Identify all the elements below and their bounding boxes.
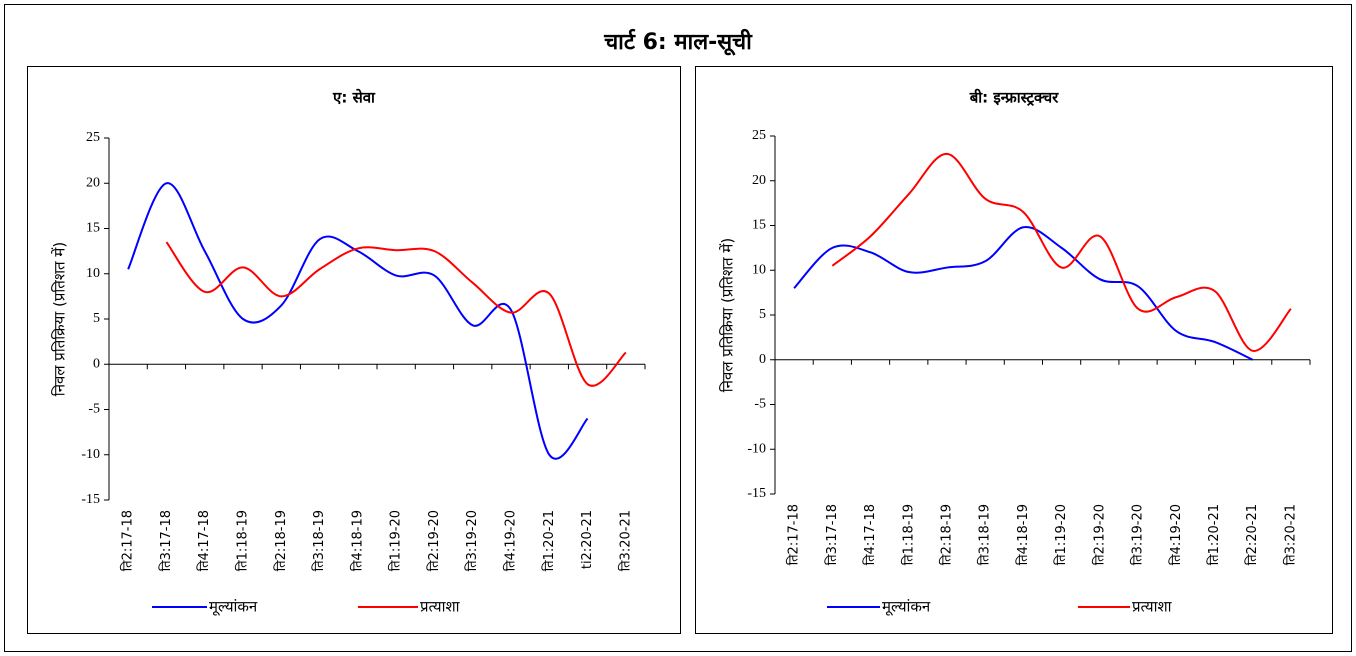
x-tick-label: ति2:17-18 <box>120 510 136 571</box>
x-tick-label: ति3:18-19 <box>311 510 327 571</box>
x-tick-label: ति2:19-20 <box>426 510 442 571</box>
x-tick-label: ति3:17-18 <box>158 510 174 571</box>
series-line <box>165 241 627 387</box>
chart-title: बी: इन्फ्रास्ट्रक्चर <box>969 89 1059 107</box>
y-tick-label: 15 <box>86 221 100 236</box>
series-line <box>793 226 1254 361</box>
legend-label: मूल्यांकन <box>209 598 258 617</box>
y-tick-label: -10 <box>81 447 100 462</box>
x-tick-label: ति2:18-19 <box>938 504 954 565</box>
x-tick-label: ति4:17-18 <box>862 504 878 565</box>
x-tick-label: ति3:19-20 <box>1130 504 1146 565</box>
x-tick-label: ति2:18-19 <box>273 510 289 571</box>
x-tick-label: ति2:20-21 <box>1244 504 1260 565</box>
x-tick-label: ति4:19-20 <box>503 510 519 571</box>
x-tick-label: ति2:19-20 <box>1091 504 1107 565</box>
x-tick-label: ति1:18-19 <box>235 510 251 571</box>
y-tick-label: 10 <box>752 262 766 277</box>
x-tick-label: ति3:20-21 <box>1282 504 1298 565</box>
x-tick-label: ति4:18-19 <box>349 510 365 571</box>
x-tick-label: ति4:17-18 <box>196 510 212 571</box>
legend-label: प्रत्याशा <box>420 598 461 616</box>
x-tick-label: ति1:19-20 <box>388 510 404 571</box>
y-tick-label: 20 <box>86 175 100 190</box>
y-tick-label: -15 <box>747 486 766 501</box>
y-tick-label: 0 <box>759 352 766 367</box>
legend-label: प्रत्याशा <box>1132 598 1173 616</box>
x-tick-label: ति3:17-18 <box>824 504 840 565</box>
page-title: चार्ट 6: माल-सूची <box>603 28 753 56</box>
x-tick-label: ति4:19-20 <box>1168 504 1184 565</box>
y-axis-label: निवल प्रतिक्रिया (प्रतिशत में) <box>51 242 69 396</box>
x-tick-label: ti2:20-21 <box>580 510 595 569</box>
panel-frame <box>695 66 1333 634</box>
x-tick-label: ति1:20-21 <box>541 510 557 571</box>
outer-frame <box>4 4 1352 652</box>
series-line <box>127 182 589 460</box>
y-tick-label: -5 <box>88 402 100 417</box>
y-tick-label: 5 <box>759 307 766 322</box>
y-tick-label: -10 <box>747 441 766 456</box>
y-tick-label: 20 <box>752 173 766 188</box>
x-tick-label: ति3:20-21 <box>617 510 633 571</box>
x-tick-label: ति3:18-19 <box>977 504 993 565</box>
y-tick-label: 25 <box>752 128 766 143</box>
y-tick-label: 0 <box>93 356 100 371</box>
panel-frame <box>27 66 681 634</box>
x-tick-label: ति4:18-19 <box>1015 504 1031 565</box>
y-tick-label: -15 <box>81 492 100 507</box>
y-tick-label: 5 <box>93 311 100 326</box>
series-line <box>831 152 1292 352</box>
y-tick-label: 10 <box>86 266 100 281</box>
y-tick-label: -5 <box>754 397 766 412</box>
legend-label: मूल्यांकन <box>882 598 931 617</box>
chart-title: ए: सेवा <box>332 89 376 107</box>
x-tick-label: ति3:19-20 <box>464 510 480 571</box>
x-tick-label: ति1:20-21 <box>1206 504 1222 565</box>
x-tick-label: ति2:17-18 <box>786 504 802 565</box>
x-tick-label: ति1:18-19 <box>900 504 916 565</box>
x-tick-label: ति1:19-20 <box>1053 504 1069 565</box>
y-tick-label: 25 <box>86 130 100 145</box>
y-tick-label: 15 <box>752 218 766 233</box>
y-axis-label: निवल प्रतिक्रिया (प्रतिशत में) <box>719 238 737 392</box>
